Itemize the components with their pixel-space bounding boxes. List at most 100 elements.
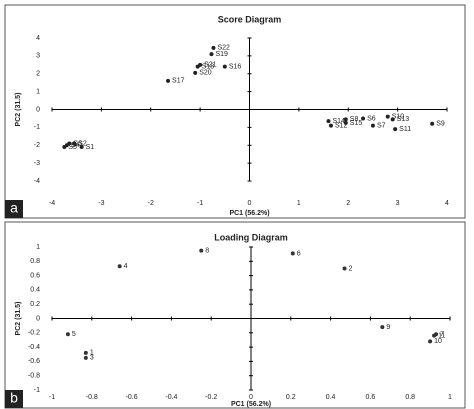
- y-tick-label: 0.4: [30, 287, 40, 294]
- point-label: S12: [335, 122, 348, 129]
- y-tick-label: 0.6: [30, 272, 40, 279]
- x-tick-label: 1: [297, 200, 301, 207]
- point: [83, 355, 88, 360]
- y-tick-label: -3: [34, 160, 40, 167]
- y-tick-label: 0.8: [30, 258, 40, 265]
- y-tick-label: -0.2: [28, 330, 40, 337]
- x-tick-label: 0.2: [286, 394, 296, 401]
- point-label: S21: [204, 62, 217, 69]
- point: [193, 70, 198, 75]
- point-label: 9: [386, 324, 390, 331]
- y-tick-label: -2: [34, 142, 40, 149]
- x-tick-label: 0.4: [326, 394, 336, 401]
- y-axis-label: PC2 (31.5): [15, 93, 22, 127]
- point-label: 11: [438, 333, 445, 340]
- point: [222, 64, 227, 69]
- panel-label: b: [10, 390, 18, 406]
- point: [290, 251, 295, 256]
- x-tick-label: 2: [346, 200, 350, 207]
- point: [385, 114, 390, 119]
- point-label: S5: [68, 144, 77, 151]
- point: [343, 117, 348, 122]
- y-tick-label: -1: [34, 387, 40, 394]
- point-label: S13: [397, 116, 410, 123]
- point-label: S17: [172, 78, 185, 85]
- point: [199, 248, 204, 253]
- point-label: S16: [229, 63, 242, 70]
- point-label: S1: [86, 144, 95, 151]
- x-tick-label: -2: [148, 200, 154, 207]
- point-label: S11: [399, 126, 411, 133]
- point: [430, 121, 435, 126]
- y-tick-label: 2: [36, 71, 40, 78]
- point-label: 5: [72, 331, 76, 338]
- y-tick-label: -4: [34, 178, 40, 185]
- point: [370, 123, 375, 128]
- point-label: 7: [440, 331, 444, 338]
- point-label: S18: [202, 63, 215, 70]
- panel-label: a: [10, 200, 18, 216]
- point-label: 8: [205, 247, 209, 254]
- point: [342, 266, 347, 271]
- x-tick-label: -0.4: [165, 394, 177, 401]
- point-label: 10: [434, 338, 442, 345]
- x-tick-label: 1: [448, 394, 452, 401]
- point-label: S2: [78, 140, 87, 147]
- x-tick-label: -0.2: [205, 394, 217, 401]
- y-tick-label: -1: [34, 124, 40, 131]
- point: [393, 127, 398, 132]
- point: [361, 116, 366, 121]
- x-tick-label: 0.6: [366, 394, 376, 401]
- x-tick-label: -3: [98, 200, 104, 207]
- point-label: S6: [367, 115, 376, 122]
- x-tick-label: 3: [396, 200, 400, 207]
- point: [432, 333, 437, 338]
- point: [390, 117, 395, 122]
- point: [343, 120, 348, 125]
- point-label: 1: [90, 350, 94, 357]
- point: [83, 350, 88, 355]
- point-label: S9: [436, 121, 445, 128]
- panel-label-box: [5, 390, 23, 408]
- x-tick-label: -4: [49, 200, 55, 207]
- point-label: S20: [199, 70, 212, 77]
- y-tick-label: 1: [36, 88, 40, 95]
- point: [209, 52, 214, 57]
- y-tick-label: 0: [36, 106, 40, 113]
- panel-frame: [4, 4, 466, 219]
- point-label: S15: [350, 120, 363, 127]
- x-tick-label: 0: [249, 394, 253, 401]
- point: [166, 78, 171, 83]
- x-axis-label: PC1 (56.2%): [229, 210, 269, 217]
- point: [79, 145, 84, 150]
- panel-frame: [4, 221, 466, 409]
- point-label: S10: [392, 113, 405, 120]
- y-tick-label: 1: [36, 244, 40, 251]
- point-label: S4: [71, 142, 80, 149]
- chart-title: Loading Diagram: [214, 232, 288, 242]
- x-tick-label: 0.8: [405, 394, 415, 401]
- point: [328, 123, 333, 128]
- x-axis-label: PC1 (56.2%): [231, 401, 271, 408]
- point-label: S22: [217, 45, 230, 52]
- point: [72, 141, 77, 146]
- point: [117, 264, 122, 269]
- point: [62, 145, 67, 150]
- point-label: 2: [349, 265, 353, 272]
- point: [326, 119, 331, 124]
- point-label: S7: [377, 122, 386, 129]
- point: [198, 62, 203, 67]
- point-label: S8: [350, 116, 359, 123]
- point: [211, 45, 216, 50]
- x-tick-label: 4: [445, 200, 449, 207]
- y-tick-label: 0.2: [30, 301, 40, 308]
- panel-label-box: [5, 200, 23, 218]
- point-label: 6: [297, 250, 301, 257]
- y-tick-label: 3: [36, 53, 40, 60]
- y-tick-label: 0: [36, 315, 40, 322]
- point-label: S19: [215, 51, 228, 58]
- x-tick-label: 0: [248, 200, 252, 207]
- point: [380, 325, 385, 330]
- point-label: S14: [333, 118, 346, 125]
- x-tick-label: -0.8: [86, 394, 98, 401]
